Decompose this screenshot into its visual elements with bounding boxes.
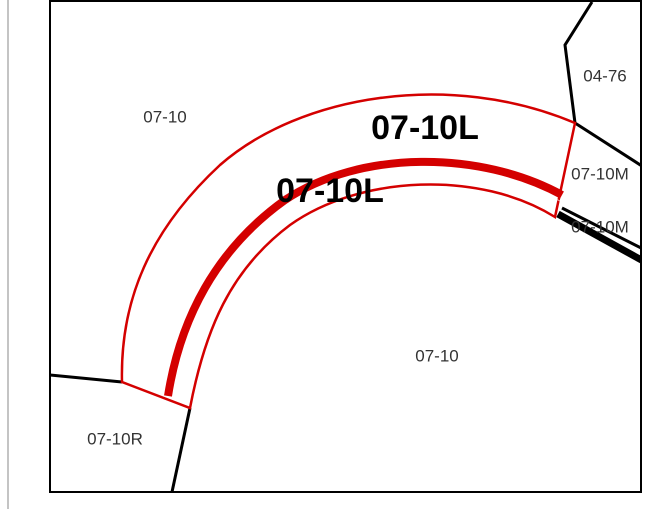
parcel-boundary xyxy=(170,407,192,492)
highlighted-strip xyxy=(164,157,564,397)
highlighted-parcel xyxy=(120,93,577,410)
parcel-boundary xyxy=(561,206,641,250)
parcel-label: 07-10 xyxy=(143,107,186,126)
parcel-label: 07-10M xyxy=(571,217,629,236)
map-frame xyxy=(49,0,642,493)
parcels xyxy=(50,1,641,492)
strip-edge xyxy=(175,169,561,399)
parcel-boundary xyxy=(563,1,641,168)
parcel-label: 07-10 xyxy=(415,346,458,365)
parcel-boundary xyxy=(556,210,641,264)
parcel-label: 07-10L xyxy=(371,109,479,147)
parcel-boundary xyxy=(50,373,123,384)
parcel-label: 07-10R xyxy=(87,429,143,448)
parcel-label: 07-10M xyxy=(571,164,629,183)
parcel-label: 07-10L xyxy=(276,172,384,210)
parcel-label: 04-76 xyxy=(583,66,626,85)
